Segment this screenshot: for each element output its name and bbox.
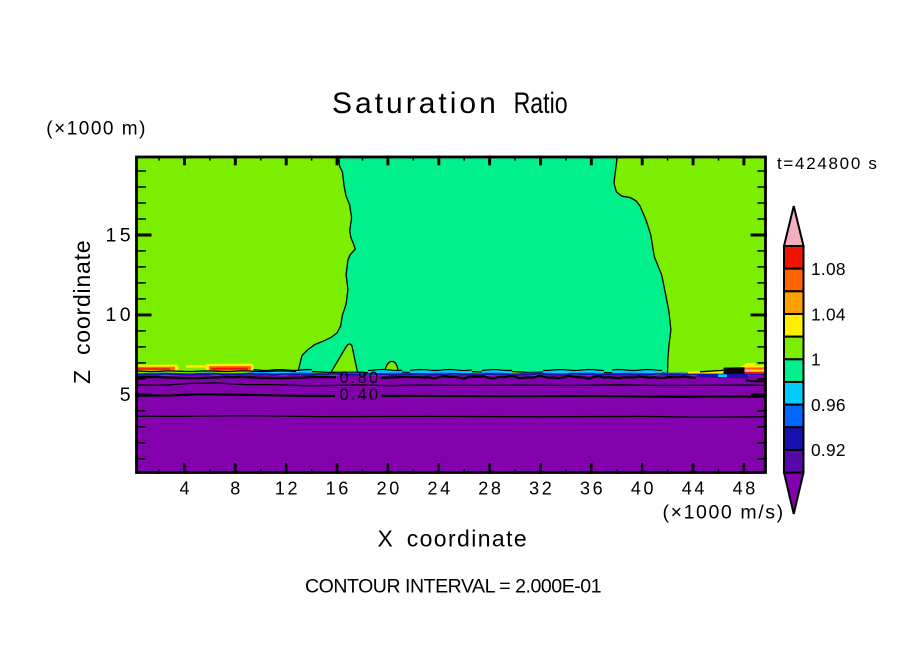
- svg-text:0.96: 0.96: [811, 395, 846, 415]
- svg-text:1.08: 1.08: [811, 259, 846, 279]
- svg-text:32: 32: [529, 479, 554, 499]
- svg-text:12: 12: [275, 479, 300, 499]
- svg-text:coordinate: coordinate: [69, 240, 95, 355]
- svg-text:1.04: 1.04: [811, 304, 846, 324]
- svg-text:(×1000 m): (×1000 m): [46, 119, 147, 140]
- svg-text:36: 36: [580, 479, 605, 499]
- svg-text:0.40: 0.40: [340, 386, 381, 404]
- svg-text:0.80: 0.80: [340, 369, 381, 387]
- svg-text:(×1000 m/s): (×1000 m/s): [663, 502, 785, 524]
- svg-text:10: 10: [106, 304, 135, 326]
- svg-text:15: 15: [106, 224, 135, 246]
- svg-text:24: 24: [427, 479, 452, 499]
- svg-text:48: 48: [733, 479, 758, 499]
- svg-text:1: 1: [811, 350, 821, 370]
- svg-text:Z: Z: [69, 370, 95, 384]
- svg-text:Saturation: Saturation: [332, 87, 499, 120]
- svg-text:44: 44: [682, 479, 707, 499]
- svg-text:20: 20: [377, 479, 402, 499]
- svg-text:8: 8: [230, 479, 243, 499]
- svg-text:0.92: 0.92: [811, 440, 846, 460]
- svg-text:28: 28: [478, 479, 503, 499]
- svg-text:16: 16: [326, 479, 351, 499]
- svg-text:40: 40: [631, 479, 656, 499]
- svg-text:Ratio: Ratio: [514, 87, 568, 120]
- svg-text:X: X: [378, 526, 393, 552]
- svg-text:5: 5: [120, 384, 134, 406]
- svg-text:CONTOUR INTERVAL = 2.000E-01: CONTOUR INTERVAL = 2.000E-01: [305, 576, 601, 598]
- svg-text:t=424800 s: t=424800 s: [777, 154, 879, 173]
- svg-text:4: 4: [179, 479, 192, 499]
- svg-text:coordinate: coordinate: [407, 526, 528, 552]
